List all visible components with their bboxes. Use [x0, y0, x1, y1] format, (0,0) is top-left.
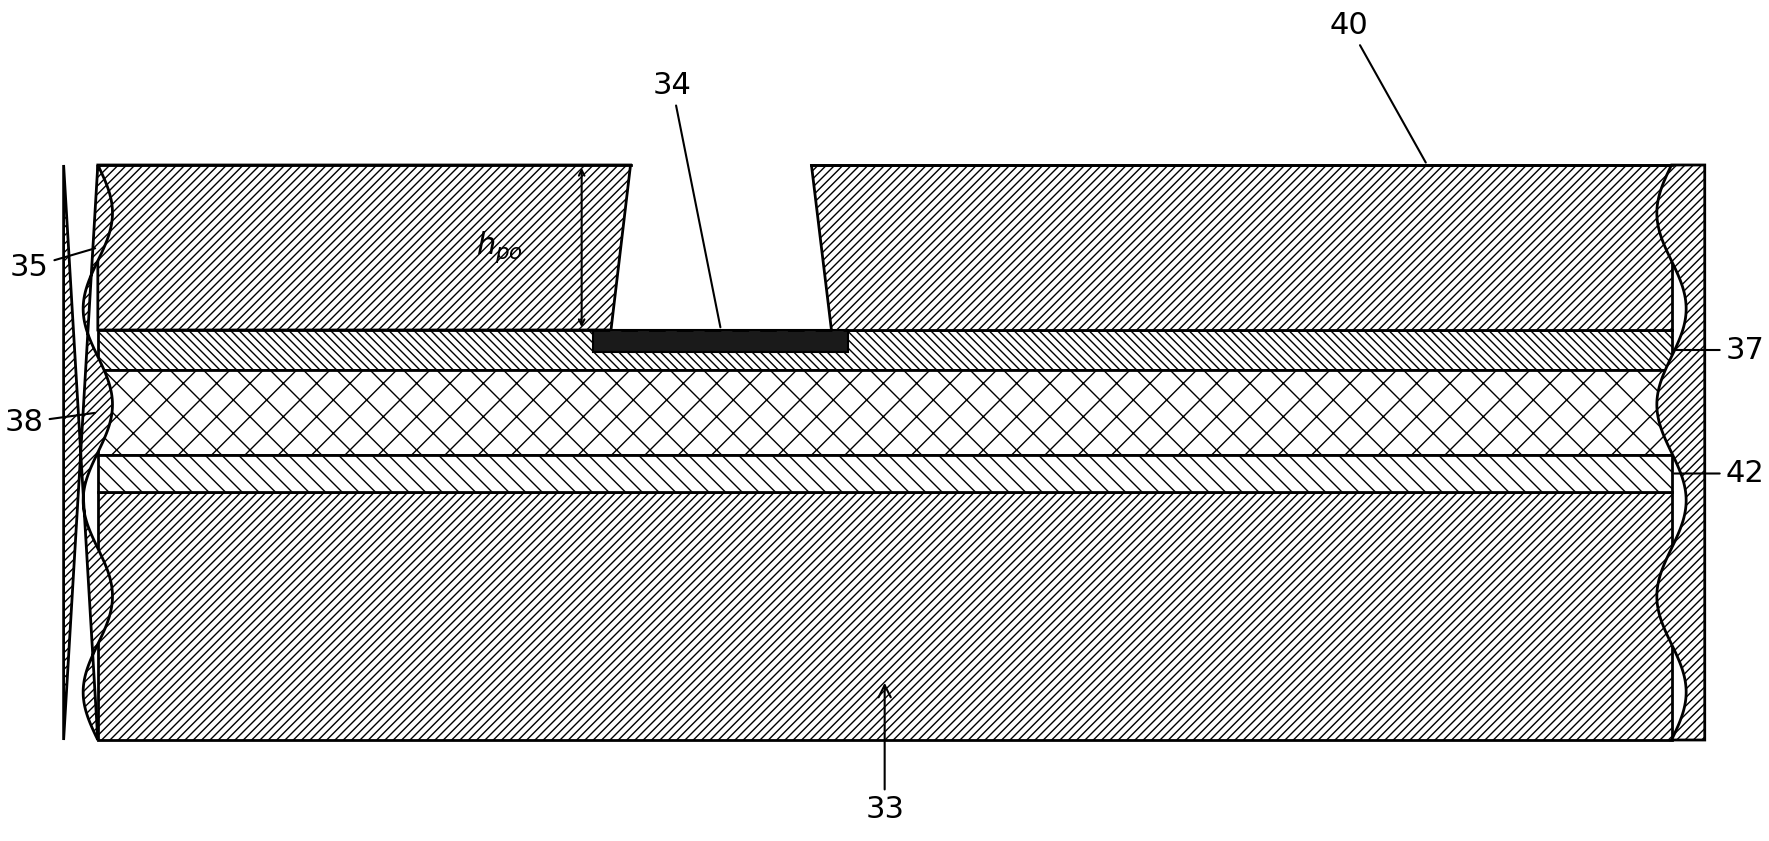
Text: $h_{po}$: $h_{po}$ [476, 230, 524, 266]
Text: 40: 40 [1330, 11, 1426, 162]
Polygon shape [812, 165, 1672, 330]
Polygon shape [593, 330, 849, 352]
Polygon shape [97, 455, 1672, 492]
Text: 42: 42 [1673, 459, 1764, 488]
Polygon shape [97, 492, 1672, 740]
Polygon shape [97, 370, 1672, 455]
Text: 37: 37 [1673, 336, 1764, 364]
Polygon shape [97, 165, 630, 330]
Polygon shape [64, 165, 113, 740]
Text: 35: 35 [11, 248, 96, 282]
Polygon shape [1658, 165, 1705, 740]
Text: 34: 34 [653, 71, 720, 327]
Text: 38: 38 [5, 408, 96, 437]
Text: 33: 33 [865, 685, 904, 824]
Polygon shape [97, 330, 1672, 370]
